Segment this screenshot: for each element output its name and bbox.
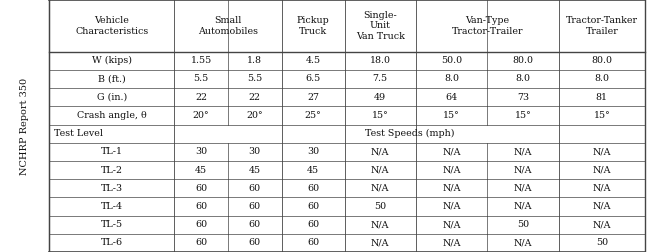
Text: N/A: N/A [371, 238, 389, 247]
Text: 60: 60 [307, 184, 319, 193]
Text: N/A: N/A [443, 184, 461, 193]
Text: TL-6: TL-6 [100, 238, 123, 247]
Text: B (ft.): B (ft.) [98, 75, 126, 83]
Text: 25°: 25° [305, 111, 321, 120]
Text: 27: 27 [307, 93, 319, 102]
Text: 80.0: 80.0 [513, 56, 534, 65]
Text: Crash angle, θ: Crash angle, θ [77, 111, 146, 120]
Text: N/A: N/A [371, 166, 389, 175]
Text: N/A: N/A [443, 147, 461, 156]
Text: 50.0: 50.0 [441, 56, 462, 65]
Text: N/A: N/A [593, 202, 611, 211]
Text: 60: 60 [249, 238, 261, 247]
Text: 15°: 15° [515, 111, 531, 120]
Text: N/A: N/A [514, 184, 533, 193]
Text: 20°: 20° [193, 111, 209, 120]
Text: N/A: N/A [593, 147, 611, 156]
Text: Pickup
Truck: Pickup Truck [297, 16, 329, 36]
Text: 60: 60 [249, 220, 261, 229]
Text: Tractor-Tanker
Trailer: Tractor-Tanker Trailer [566, 16, 638, 36]
Text: 5.5: 5.5 [247, 75, 262, 83]
Text: NCHRP Report 350: NCHRP Report 350 [20, 77, 29, 175]
Text: 22: 22 [195, 93, 207, 102]
Text: N/A: N/A [593, 220, 611, 229]
Text: 73: 73 [517, 93, 529, 102]
Text: 22: 22 [249, 93, 260, 102]
Text: 80.0: 80.0 [592, 56, 612, 65]
Text: 49: 49 [374, 93, 386, 102]
Text: 5.5: 5.5 [194, 75, 209, 83]
Text: TL-2: TL-2 [101, 166, 123, 175]
Text: 50: 50 [596, 238, 608, 247]
Text: 30: 30 [249, 147, 261, 156]
Text: 60: 60 [307, 202, 319, 211]
Text: N/A: N/A [371, 220, 389, 229]
Text: 15°: 15° [443, 111, 460, 120]
Text: 50: 50 [374, 202, 386, 211]
Text: N/A: N/A [443, 166, 461, 175]
Text: N/A: N/A [593, 166, 611, 175]
Text: TL-1: TL-1 [101, 147, 123, 156]
Text: 15°: 15° [372, 111, 389, 120]
Text: 6.5: 6.5 [305, 75, 321, 83]
Text: TL-3: TL-3 [100, 184, 123, 193]
Text: TL-4: TL-4 [101, 202, 123, 211]
Text: 60: 60 [195, 238, 207, 247]
Text: 64: 64 [446, 93, 457, 102]
Text: Test Speeds (mph): Test Speeds (mph) [365, 129, 454, 138]
Text: 60: 60 [195, 220, 207, 229]
Text: 30: 30 [195, 147, 207, 156]
Text: N/A: N/A [593, 184, 611, 193]
Text: N/A: N/A [371, 184, 389, 193]
Text: N/A: N/A [443, 220, 461, 229]
Text: W (kips): W (kips) [92, 56, 132, 65]
Text: Test Level: Test Level [54, 129, 104, 138]
Text: Single-
Unit
Van Truck: Single- Unit Van Truck [356, 11, 405, 41]
Text: 60: 60 [195, 184, 207, 193]
Text: Vehicle
Characteristics: Vehicle Characteristics [75, 16, 148, 36]
Text: 4.5: 4.5 [305, 56, 321, 65]
Text: 60: 60 [307, 238, 319, 247]
Text: N/A: N/A [443, 202, 461, 211]
Text: 20°: 20° [246, 111, 263, 120]
Text: 60: 60 [249, 184, 261, 193]
Text: 60: 60 [249, 202, 261, 211]
Text: 60: 60 [307, 220, 319, 229]
Text: N/A: N/A [514, 238, 533, 247]
Text: N/A: N/A [514, 202, 533, 211]
Text: Van-Type
Tractor-Trailer: Van-Type Tractor-Trailer [452, 16, 523, 36]
Text: Small
Automobiles: Small Automobiles [198, 16, 258, 36]
Text: 60: 60 [195, 202, 207, 211]
Text: 8.0: 8.0 [516, 75, 531, 83]
Text: 1.55: 1.55 [191, 56, 212, 65]
Text: 8.0: 8.0 [594, 75, 609, 83]
Text: 81: 81 [596, 93, 608, 102]
Text: 45: 45 [307, 166, 319, 175]
Text: N/A: N/A [514, 166, 533, 175]
Text: 50: 50 [517, 220, 529, 229]
Text: N/A: N/A [443, 238, 461, 247]
Text: 1.8: 1.8 [248, 56, 262, 65]
Text: 8.0: 8.0 [445, 75, 459, 83]
Text: 15°: 15° [594, 111, 610, 120]
Text: G (in.): G (in.) [97, 93, 127, 102]
Text: N/A: N/A [371, 147, 389, 156]
Text: 18.0: 18.0 [370, 56, 391, 65]
Text: 45: 45 [195, 166, 207, 175]
Text: 7.5: 7.5 [373, 75, 388, 83]
Text: 30: 30 [307, 147, 319, 156]
Text: TL-5: TL-5 [100, 220, 123, 229]
Text: 45: 45 [249, 166, 261, 175]
Text: N/A: N/A [514, 147, 533, 156]
